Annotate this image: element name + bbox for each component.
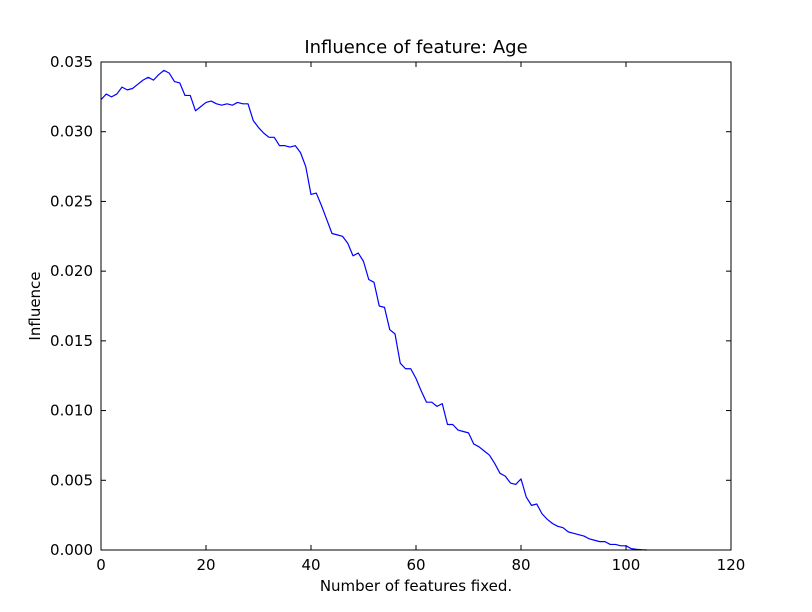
x-tick-label: 0	[96, 556, 106, 574]
x-tick-label: 20	[196, 556, 215, 574]
series-line	[100, 69, 648, 551]
chart-title: Influence of feature: Age	[304, 37, 527, 58]
x-tick-label: 60	[406, 556, 425, 574]
y-tick-label: 0.025	[50, 192, 93, 210]
series-layer	[100, 69, 648, 551]
x-axis-label: Number of features fixed.	[320, 577, 512, 595]
y-tick-label: 0.010	[50, 402, 93, 420]
y-axis-label: Influence	[26, 271, 44, 340]
y-tick-label: 0.015	[50, 332, 93, 350]
y-tick-label: 0.000	[50, 541, 93, 559]
y-tick-label: 0.035	[50, 53, 93, 71]
x-tick-label: 40	[301, 556, 320, 574]
x-tick-label: 120	[717, 556, 746, 574]
x-tick-label: 100	[612, 556, 641, 574]
ticks-layer: 0 20 40 60 80 100 120 0.000 0.005 0.010 0.015 0.020…	[50, 53, 745, 574]
plot-frame	[100, 61, 732, 551]
y-tick-label: 0.005	[50, 471, 93, 489]
x-tick-label: 80	[511, 556, 530, 574]
y-tick-label: 0.020	[50, 262, 93, 280]
y-tick-label: 0.030	[50, 123, 93, 141]
